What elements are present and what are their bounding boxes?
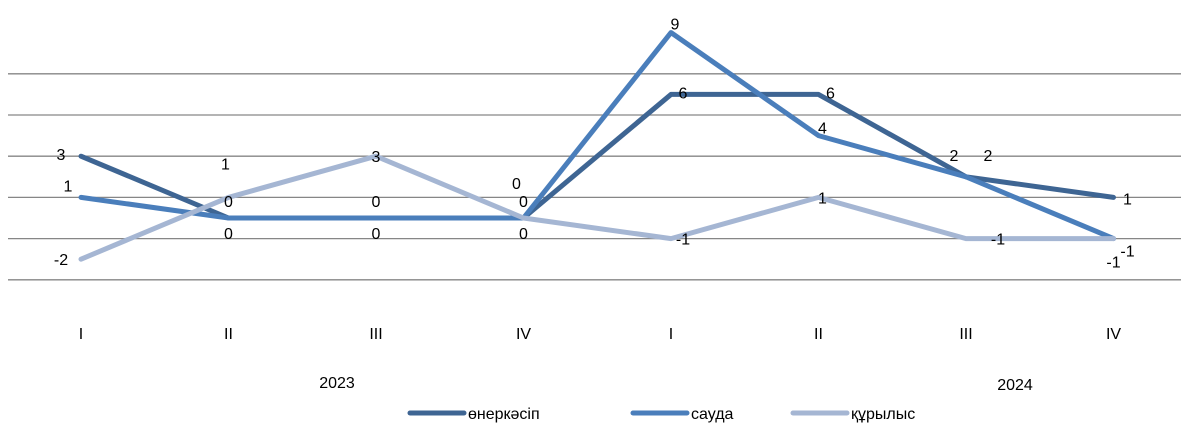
x-tick-label: IV: [516, 326, 531, 343]
data-label: 9: [671, 17, 680, 34]
data-label: -1: [991, 232, 1005, 249]
data-label: 0: [372, 226, 381, 243]
data-label: 0: [512, 176, 521, 193]
data-label: 3: [57, 147, 66, 164]
x-tick-label: IV: [1106, 326, 1121, 343]
data-label: -2: [54, 252, 68, 269]
data-label: 2: [950, 148, 959, 165]
gridlines: [8, 73, 1181, 281]
data-label: 2: [984, 148, 993, 165]
series-line-3: [78, 153, 1116, 262]
x-tick-label: II: [224, 326, 233, 343]
x-tick-label: I: [79, 326, 83, 343]
data-label: 4: [818, 121, 827, 138]
data-label: 1: [1123, 191, 1132, 208]
year-labels: 2023 2024: [319, 375, 1033, 394]
data-label: 6: [679, 85, 688, 102]
legend: өнеркәсіп сауда құрылыс: [407, 406, 915, 423]
year-label-2024: 2024: [997, 377, 1033, 394]
x-tick-label: III: [959, 326, 972, 343]
series-line-2: [78, 30, 1116, 242]
data-label: -1: [1106, 255, 1120, 272]
series-lines: [78, 30, 1116, 262]
x-tick-label: II: [814, 326, 823, 343]
data-label: 0: [224, 226, 233, 243]
data-label: 0: [519, 226, 528, 243]
year-label-2023: 2023: [319, 375, 355, 392]
data-label: 0: [372, 194, 381, 211]
legend-label: өнеркәсіп: [468, 406, 540, 423]
data-label: 1: [818, 190, 827, 207]
x-tick-label: III: [369, 326, 382, 343]
legend-label: құрылыс: [851, 406, 915, 423]
x-tick-label: I: [669, 326, 673, 343]
data-label: 3: [372, 149, 381, 166]
x-axis-tick-labels: I II III IV I II III IV: [79, 326, 1122, 343]
data-label: 0: [224, 194, 233, 211]
legend-label: сауда: [691, 406, 734, 423]
data-label: 1: [64, 178, 73, 195]
data-label: -1: [1120, 244, 1134, 261]
data-label: 6: [826, 85, 835, 102]
data-label: 1: [221, 156, 230, 173]
data-label: -1: [676, 232, 690, 249]
data-label: 0: [519, 194, 528, 211]
